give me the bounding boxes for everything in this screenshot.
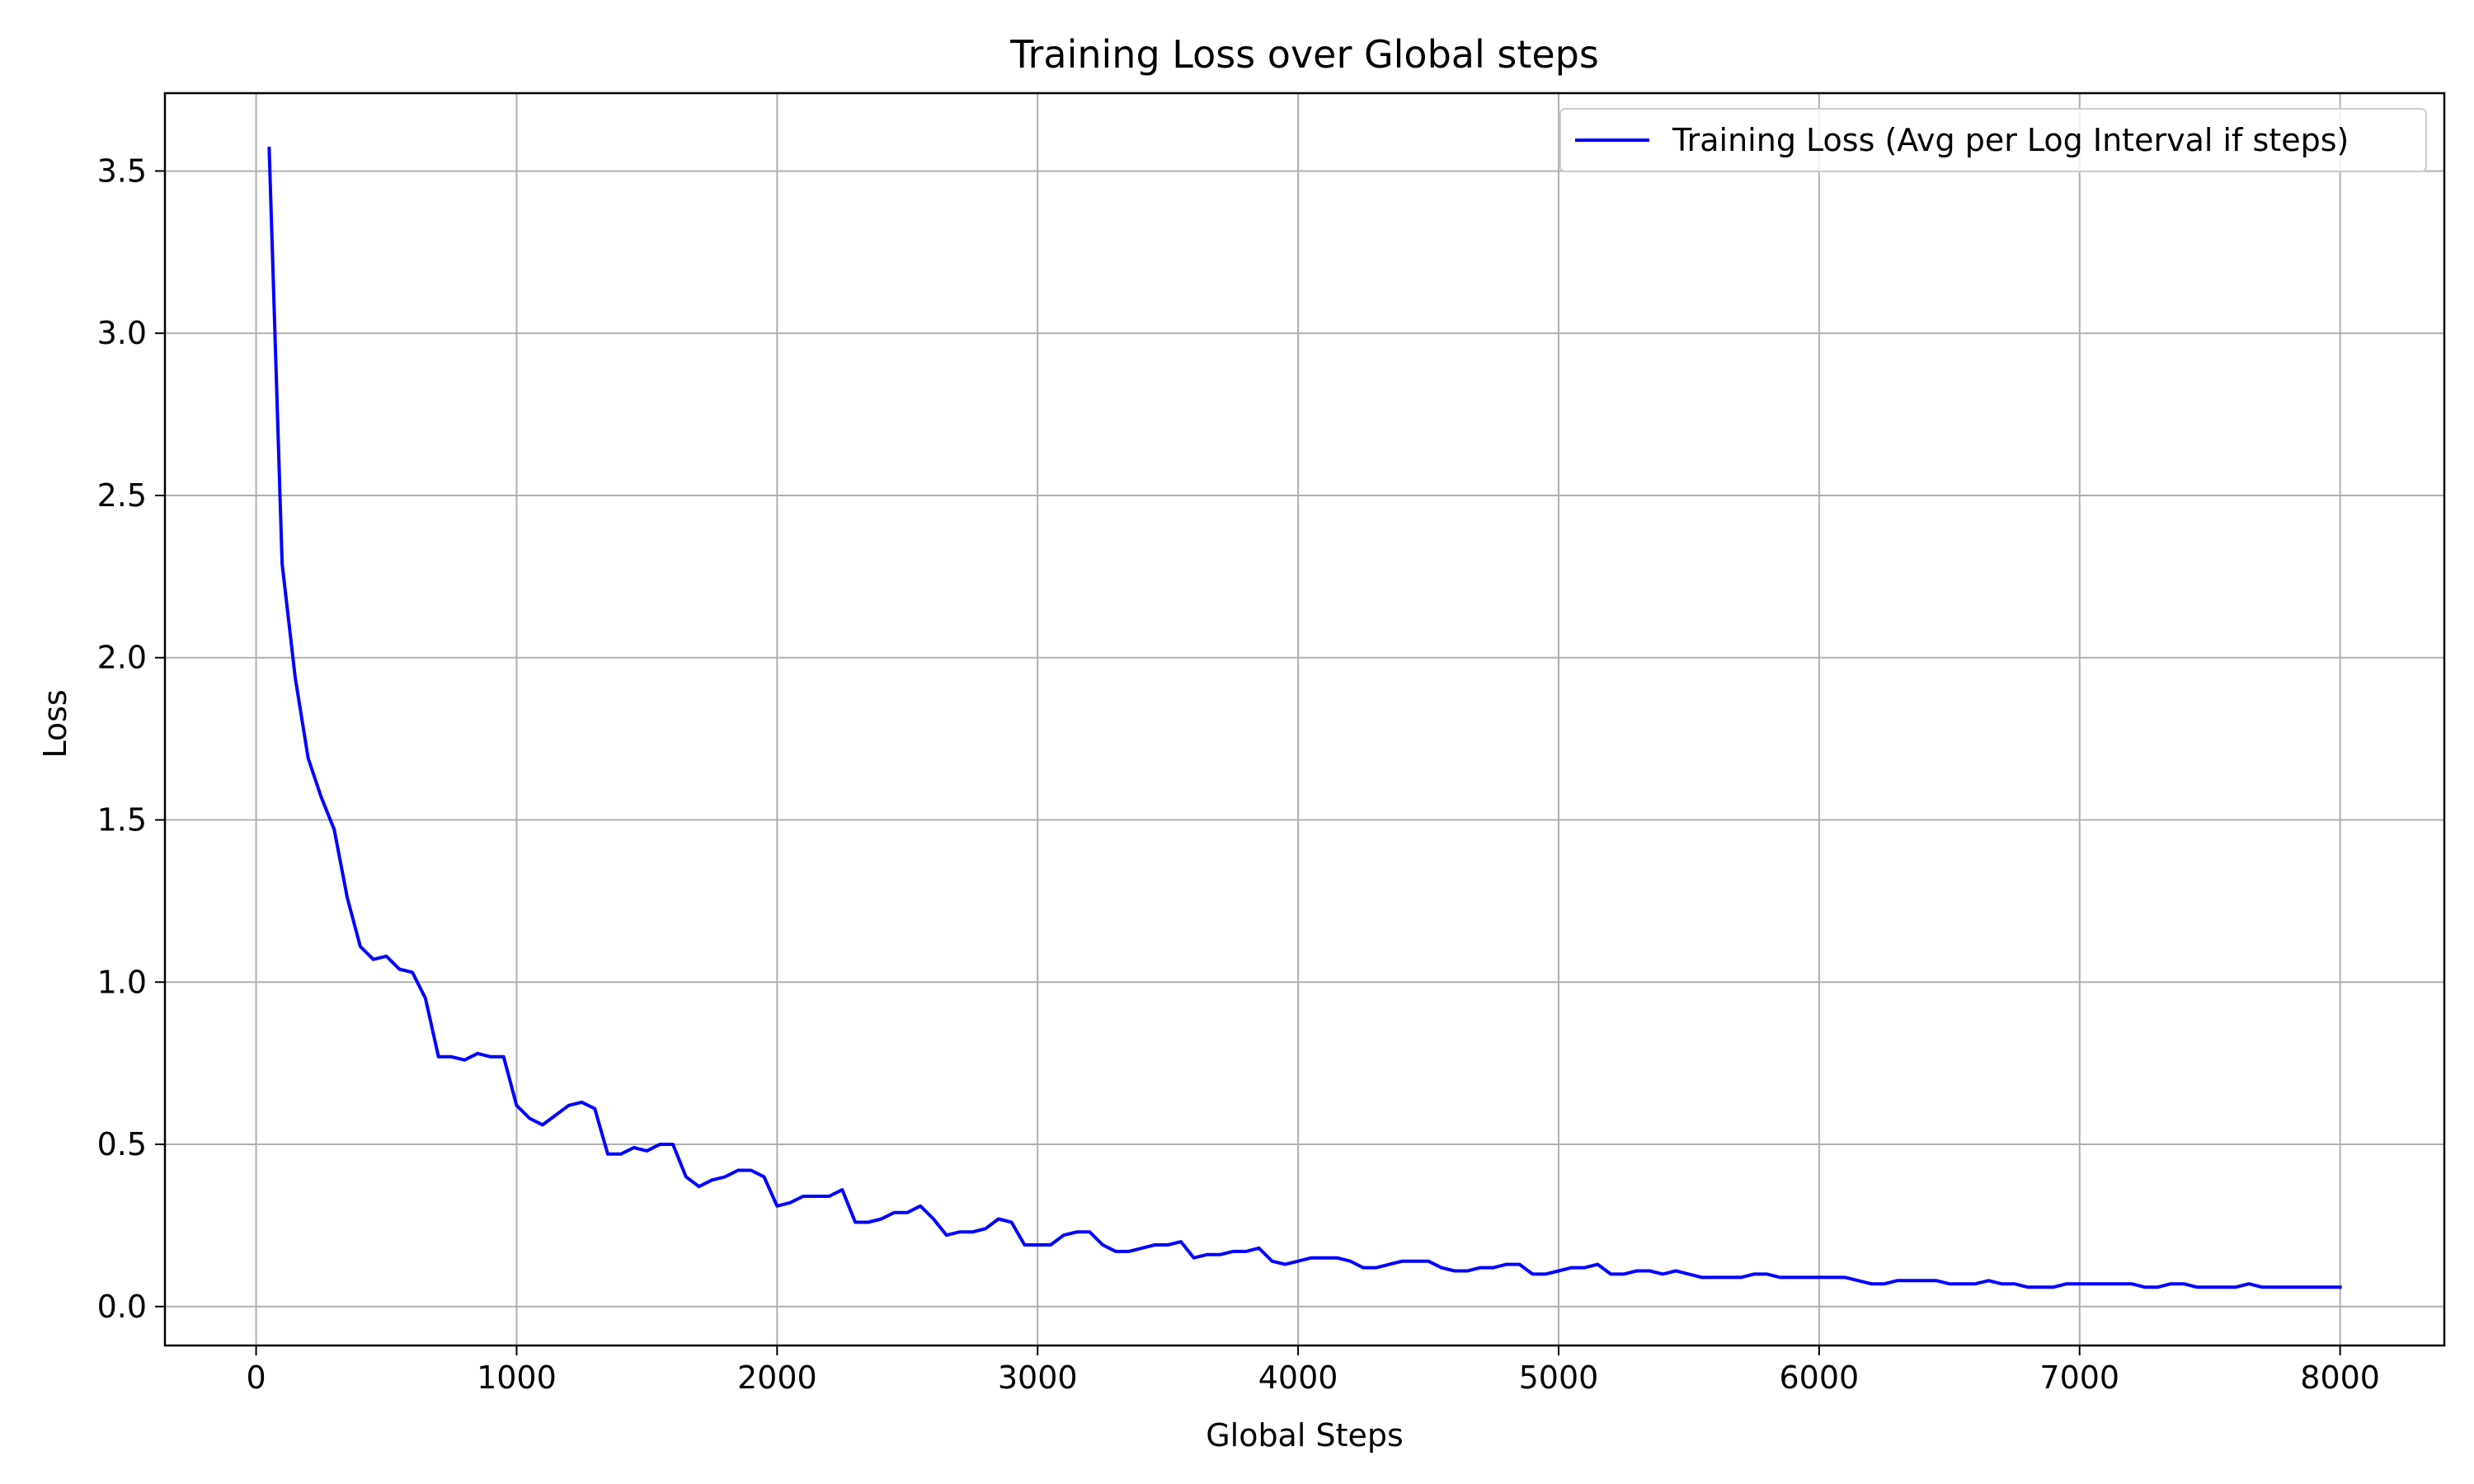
legend-box bbox=[1559, 108, 2427, 172]
x-tick-label: 6000 bbox=[1780, 1360, 1860, 1396]
x-tick-label: 2000 bbox=[737, 1360, 817, 1396]
y-tick-label: 3.5 bbox=[97, 153, 147, 189]
x-tick-label: 1000 bbox=[477, 1360, 557, 1396]
x-tick-label: 7000 bbox=[2039, 1360, 2119, 1396]
y-tick-label: 2.5 bbox=[97, 477, 147, 514]
x-axis-label: Global Steps bbox=[1206, 1417, 1404, 1453]
axes-frame bbox=[163, 92, 2446, 1347]
y-tick-label: 0.0 bbox=[97, 1289, 147, 1325]
grid bbox=[165, 93, 2444, 1345]
series-layer bbox=[267, 146, 2342, 1289]
x-tick-label: 8000 bbox=[2300, 1360, 2380, 1396]
chart-title: Training Loss over Global steps bbox=[1009, 32, 1599, 77]
y-axis-label: Loss bbox=[37, 689, 73, 758]
ticks: 0 1000 2000 3000 4000 5000 6000 7000 8000 0.0 0.5 1… bbox=[97, 153, 2380, 1396]
x-tick-label: 4000 bbox=[1258, 1360, 1338, 1396]
series-line-training-loss bbox=[267, 146, 2342, 1289]
y-tick-label: 3.0 bbox=[97, 315, 147, 351]
x-tick-label: 0 bbox=[246, 1360, 266, 1396]
legend-label: Training Loss (Avg per Log Interval if s… bbox=[1672, 122, 2349, 158]
y-tick-label: 1.0 bbox=[97, 964, 147, 1000]
x-tick-label: 3000 bbox=[998, 1360, 1078, 1396]
y-tick-label: 1.5 bbox=[97, 801, 147, 838]
legend: Training Loss (Avg per Log Interval if s… bbox=[1559, 108, 2427, 172]
x-tick-label: 5000 bbox=[1519, 1360, 1599, 1396]
y-tick-label: 0.5 bbox=[97, 1126, 147, 1162]
y-tick-label: 2.0 bbox=[97, 640, 147, 676]
